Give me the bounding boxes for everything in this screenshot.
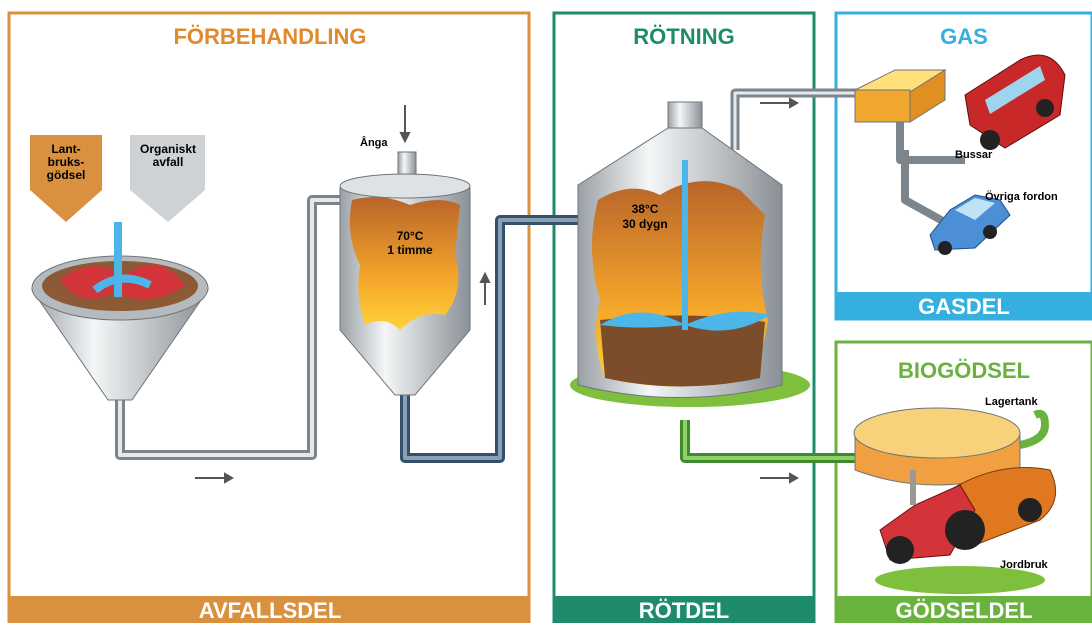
input-manure: Lant- bruks- gödsel	[30, 135, 102, 222]
digester: 38°C 30 dygn	[570, 101, 810, 407]
input-organic: Organiskt avfall	[130, 135, 205, 222]
mixing-funnel	[31, 222, 209, 401]
label: Bussar	[955, 149, 993, 161]
gas-unit	[854, 69, 947, 123]
section-footer: GASDEL	[918, 294, 1010, 319]
bus: Bussar	[955, 54, 1066, 161]
section-title: BIOGÖDSEL	[898, 358, 1030, 383]
section-title: FÖRBEHANDLING	[173, 24, 366, 49]
label: Jordbruk	[1000, 559, 1049, 571]
label: Lagertank	[985, 396, 1038, 408]
label: avfall	[153, 155, 184, 169]
section-title: RÖTNING	[633, 24, 734, 49]
section-footer: AVFALLSDEL	[199, 598, 342, 623]
label: Lant-	[51, 142, 80, 156]
section-gas: GAS GASDEL	[834, 11, 1092, 321]
section-pretreatment: FÖRBEHANDLING AVFALLSDEL	[7, 11, 531, 623]
section-digestion: RÖTNING RÖTDEL	[552, 11, 816, 623]
label: Övriga fordon	[985, 190, 1058, 203]
car: Övriga fordon	[929, 190, 1058, 255]
storage-tank: Lagertank	[853, 396, 1038, 486]
steam-label: Ånga	[360, 136, 388, 149]
hygienization-tank: 70°C 1 timme Ånga	[339, 136, 471, 396]
section-title: GAS	[940, 24, 988, 49]
duration: 30 dygn	[622, 217, 667, 231]
pipes	[115, 88, 1049, 463]
section-fertilizer: BIOGÖDSEL GÖDSELDEL	[834, 340, 1092, 623]
duration: 1 timme	[387, 243, 433, 257]
temperature: 38°C	[632, 202, 659, 216]
label: gödsel	[47, 168, 86, 182]
section-footer: GÖDSELDEL	[896, 598, 1033, 623]
label: bruks-	[48, 155, 85, 169]
temperature: 70°C	[397, 229, 424, 243]
label: Organiskt	[140, 142, 196, 156]
section-footer: RÖTDEL	[639, 598, 729, 623]
tractor: Jordbruk	[875, 467, 1057, 594]
flow-arrows	[195, 97, 800, 484]
